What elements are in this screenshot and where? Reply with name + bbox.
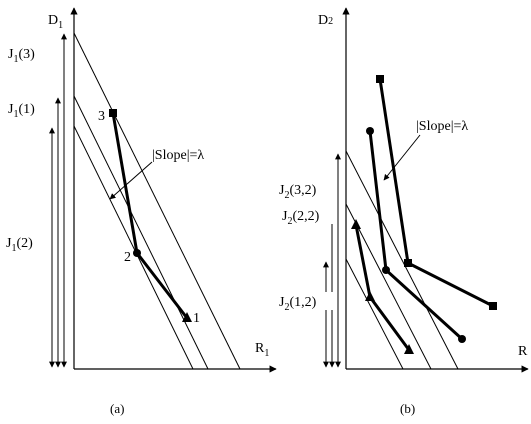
panel-b-circle-marker-2 bbox=[382, 266, 390, 274]
panel-b-curve-square bbox=[378, 78, 494, 308]
panel-b-caption: (b) bbox=[400, 401, 415, 416]
panel-a-x-axis-label: R1 bbox=[255, 341, 269, 359]
panel-b-iso-line-1 bbox=[345, 150, 459, 370]
panel-b-x-axis-label: R bbox=[518, 344, 528, 359]
panel-a-y-axis-label: D1 bbox=[48, 13, 63, 31]
panel-b-square-marker-1 bbox=[376, 75, 384, 83]
panel-b-square-marker-3 bbox=[489, 302, 497, 310]
panel-b-iso-line-3 bbox=[345, 258, 404, 370]
panel-b-curve-circle bbox=[368, 130, 464, 341]
panel-b-circle-marker-3 bbox=[458, 335, 466, 343]
panel-b-slope-pointer bbox=[383, 134, 421, 181]
panel-a-iso-line-2 bbox=[73, 95, 209, 370]
panel-a-slope-pointer bbox=[109, 161, 153, 200]
panel-b-triangle-marker-2 bbox=[365, 291, 375, 301]
panel-b-label-j212: J2(1,2) bbox=[279, 295, 317, 313]
panel-a-label-j12: J1(2) bbox=[6, 236, 33, 254]
panel-a-point-3: 3 bbox=[98, 109, 105, 124]
panel-b-label-j222: J2(2,2) bbox=[282, 209, 320, 227]
panel-b-iso-line-2 bbox=[345, 203, 432, 370]
panel-a-iso-line-3 bbox=[73, 125, 194, 370]
panel-a-point-1: 1 bbox=[193, 311, 200, 326]
panel-b: D2 R J2(3,2) J2(2,2) J2(1,2) |Slope|=λ bbox=[277, 7, 529, 416]
panel-a: D1 R1 J1(3) J1(1) J1(2) |Slope|=λ 3 2 1 … bbox=[4, 7, 277, 416]
panel-a-caption: (a) bbox=[110, 401, 124, 416]
panel-b-label-j232: J2(3,2) bbox=[279, 183, 317, 201]
panel-a-marker-triangle bbox=[182, 312, 192, 322]
panel-b-triangle-marker-1 bbox=[351, 219, 361, 229]
panel-b-triangle-marker-3 bbox=[404, 344, 414, 354]
panel-a-slope-label: |Slope|=λ bbox=[152, 148, 204, 163]
panel-a-label-j11: J1(1) bbox=[8, 102, 35, 120]
panel-a-label-j13: J1(3) bbox=[8, 47, 35, 65]
panel-b-y-axis-label: D2 bbox=[318, 13, 333, 28]
panel-a-iso-line-1 bbox=[73, 32, 241, 370]
panel-b-circle-marker-1 bbox=[366, 127, 374, 135]
panel-b-slope-label: |Slope|=λ bbox=[416, 119, 468, 134]
panel-a-marker-circle bbox=[133, 249, 141, 257]
panel-a-curve bbox=[111, 112, 189, 319]
panel-a-point-2: 2 bbox=[124, 250, 131, 265]
panel-a-marker-square bbox=[109, 109, 117, 117]
panel-b-square-marker-2 bbox=[404, 259, 412, 267]
